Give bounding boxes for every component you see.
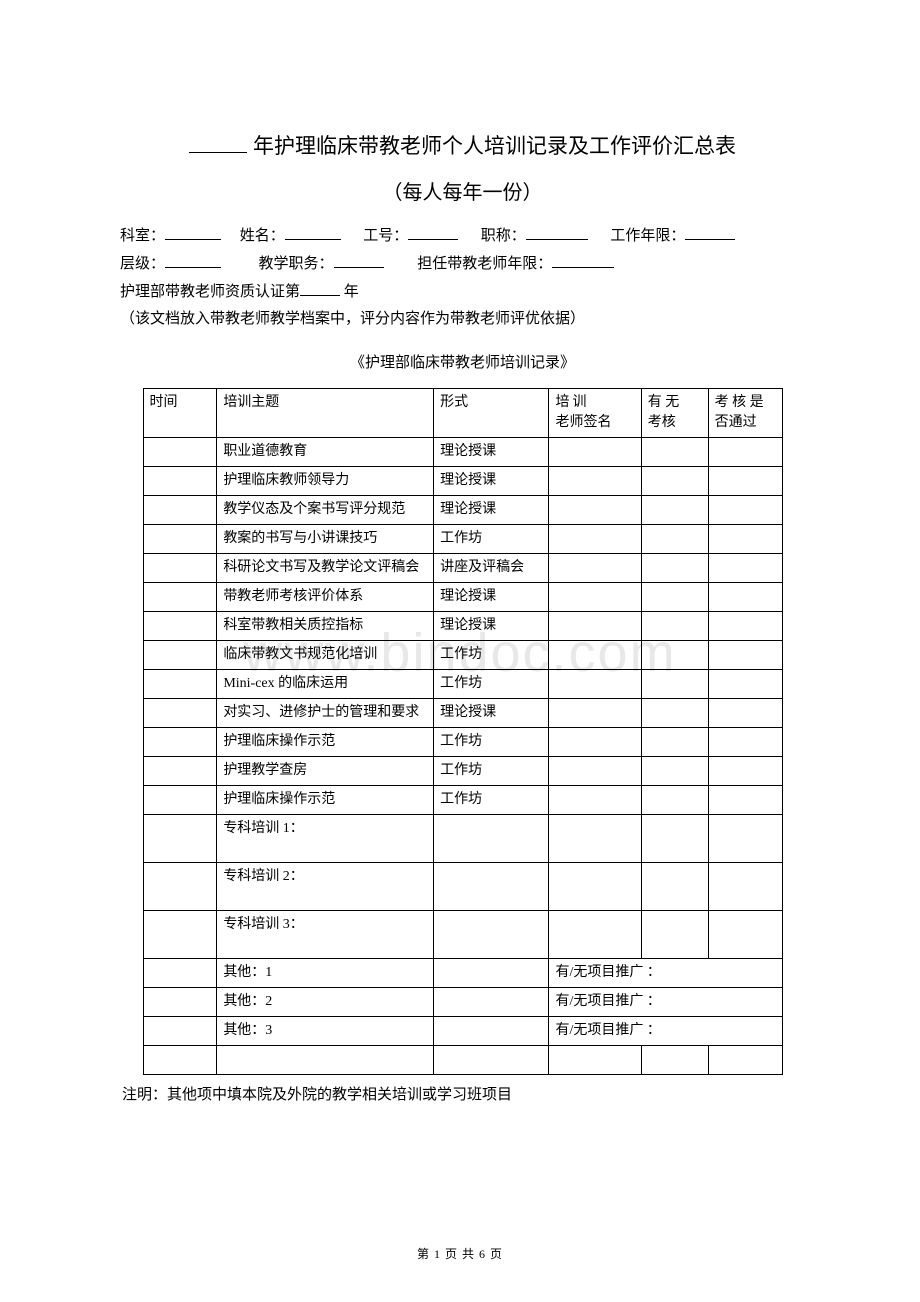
table-row: 教案的书写与小讲课技巧工作坊 [143,525,782,554]
cert-prefix: 护理部带教老师资质认证第 [120,284,300,300]
archive-note: （该文档放入带教老师教学档案中，评分内容作为带教老师评优依据） [120,307,805,331]
title-year-blank [189,152,247,153]
table-title: 《护理部临床带教老师培训记录》 [120,351,805,372]
training-table: 时间 培训主题 形式 培训老师签名 有 无考核 考 核 是否通过 职业道德教育理… [143,388,783,1075]
table-row: 其他：2有/无项目推广 ： [143,988,782,1017]
cert-blank [300,280,340,296]
info-row-3: 护理部带教老师资质认证第 年 [120,279,805,305]
years-blank [685,224,735,240]
empno-label: 工号： [363,228,408,244]
table-row: 护理临床操作示范工作坊 [143,728,782,757]
table-row: 教学仪态及个案书写评分规范理论授课 [143,496,782,525]
table-row: 专科培训 3： [143,911,782,959]
header-pass: 考 核 是否通过 [708,389,782,438]
header-exam: 有 无考核 [641,389,708,438]
table-row: 专科培训 1： [143,815,782,863]
table-row: 科室带教相关质控指标理论授课 [143,612,782,641]
teachyears-blank [552,252,614,268]
page-content: 年护理临床带教老师个人培训记录及工作评价汇总表 （每人每年一份） 科室： 姓名：… [120,130,805,1104]
table-row: 护理教学查房工作坊 [143,757,782,786]
table-row: 其他：3有/无项目推广 ： [143,1017,782,1046]
table-header-row: 时间 培训主题 形式 培训老师签名 有 无考核 考 核 是否通过 [143,389,782,438]
table-row: Mini-cex 的临床运用工作坊 [143,670,782,699]
empno-blank [408,224,458,240]
footnote: 注明：其他项中填本院及外院的教学相关培训或学习班项目 [122,1083,805,1104]
table-row: 护理临床教师领导力理论授课 [143,467,782,496]
table-row: 其他：1有/无项目推广 ： [143,959,782,988]
title-text: 年护理临床带教老师个人培训记录及工作评价汇总表 [253,134,736,158]
cert-suffix: 年 [344,284,359,300]
page-number: 第 1 页 共 6 页 [0,1245,920,1262]
years-label: 工作年限： [610,228,685,244]
teachyears-label: 担任带教老师年限： [417,256,552,272]
duty-blank [334,252,384,268]
header-time: 时间 [143,389,217,438]
table-row: 科研论文书写及教学论文评稿会讲座及评稿会 [143,554,782,583]
header-form: 形式 [434,389,549,438]
table-row: 专科培训 2： [143,863,782,911]
name-label: 姓名： [240,228,285,244]
table-row: 对实习、进修护士的管理和要求理论授课 [143,699,782,728]
table-row: 护理临床操作示范工作坊 [143,786,782,815]
title-label: 职称： [481,228,526,244]
table-row [143,1046,782,1075]
level-blank [165,252,221,268]
table-row: 带教老师考核评价体系理论授课 [143,583,782,612]
name-blank [285,224,341,240]
table-row: 职业道德教育理论授课 [143,438,782,467]
info-row-1: 科室： 姓名： 工号： 职称： 工作年限： [120,223,805,249]
page-title: 年护理临床带教老师个人培训记录及工作评价汇总表 [120,130,805,160]
header-sign: 培训老师签名 [549,389,641,438]
info-row-2: 层级： 教学职务： 担任带教老师年限： [120,251,805,277]
duty-label: 教学职务： [259,256,334,272]
dept-label: 科室： [120,228,165,244]
dept-blank [165,224,221,240]
level-label: 层级： [120,256,165,272]
table-row: 临床带教文书规范化培训工作坊 [143,641,782,670]
page-subtitle: （每人每年一份） [120,176,805,205]
header-topic: 培训主题 [217,389,434,438]
title-blank [526,224,588,240]
